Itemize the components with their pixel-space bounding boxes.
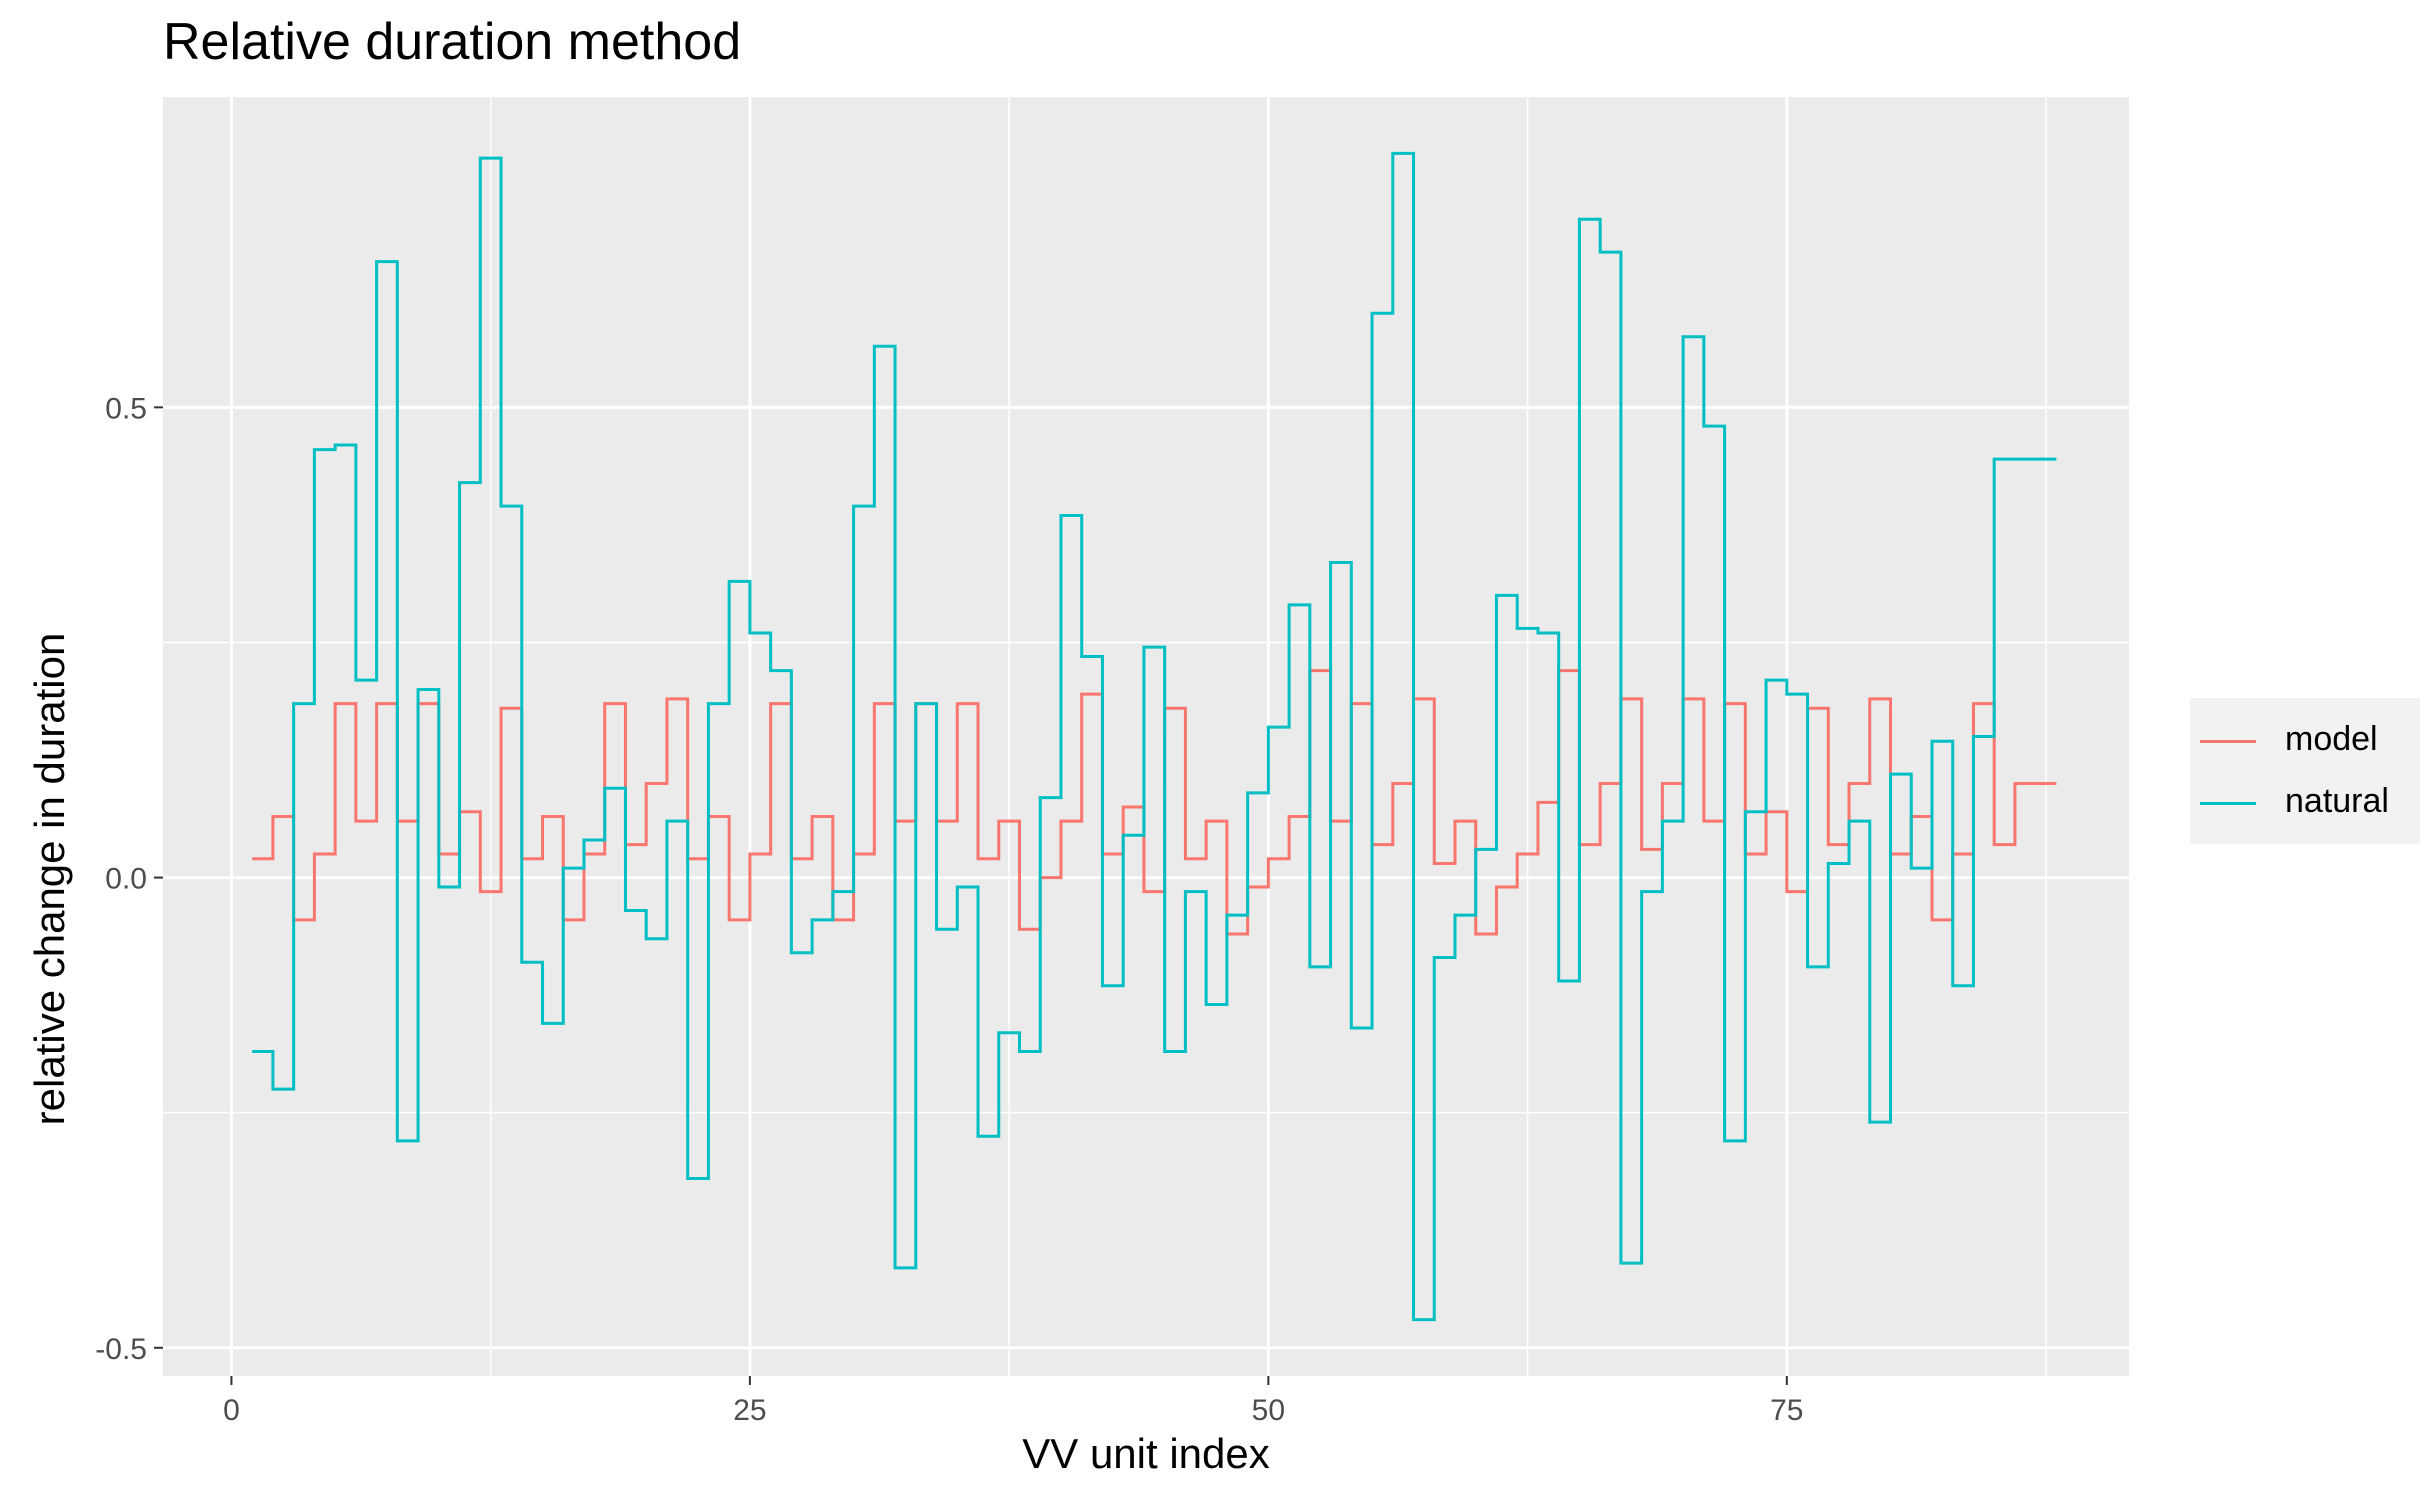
y-tick-label: 0.0 [105,863,147,896]
legend-label-natural: natural [2285,782,2389,820]
series-line-model [252,669,2057,936]
legend: model natural [2190,698,2420,844]
y-tick-label: 0.5 [105,392,147,425]
legend-swatch-model [2200,740,2256,743]
legend-item-model: model [2190,710,2420,772]
series-line-natural [252,151,2057,1322]
x-axis-label: VV unit index [1022,1430,1270,1477]
x-tick-label: 25 [733,1394,766,1427]
legend-label-model: model [2285,720,2378,758]
legend-swatch-natural [2200,802,2256,805]
plot-panel [163,97,2129,1376]
x-tick-label: 75 [1770,1394,1803,1427]
y-tick-label: -0.5 [95,1333,147,1366]
chart-title: Relative duration method [163,13,742,71]
legend-item-natural: natural [2190,772,2420,834]
y-axis-label: relative change in duration [26,632,73,1126]
x-tick-label: 0 [223,1394,240,1427]
x-tick-label: 50 [1252,1394,1285,1427]
